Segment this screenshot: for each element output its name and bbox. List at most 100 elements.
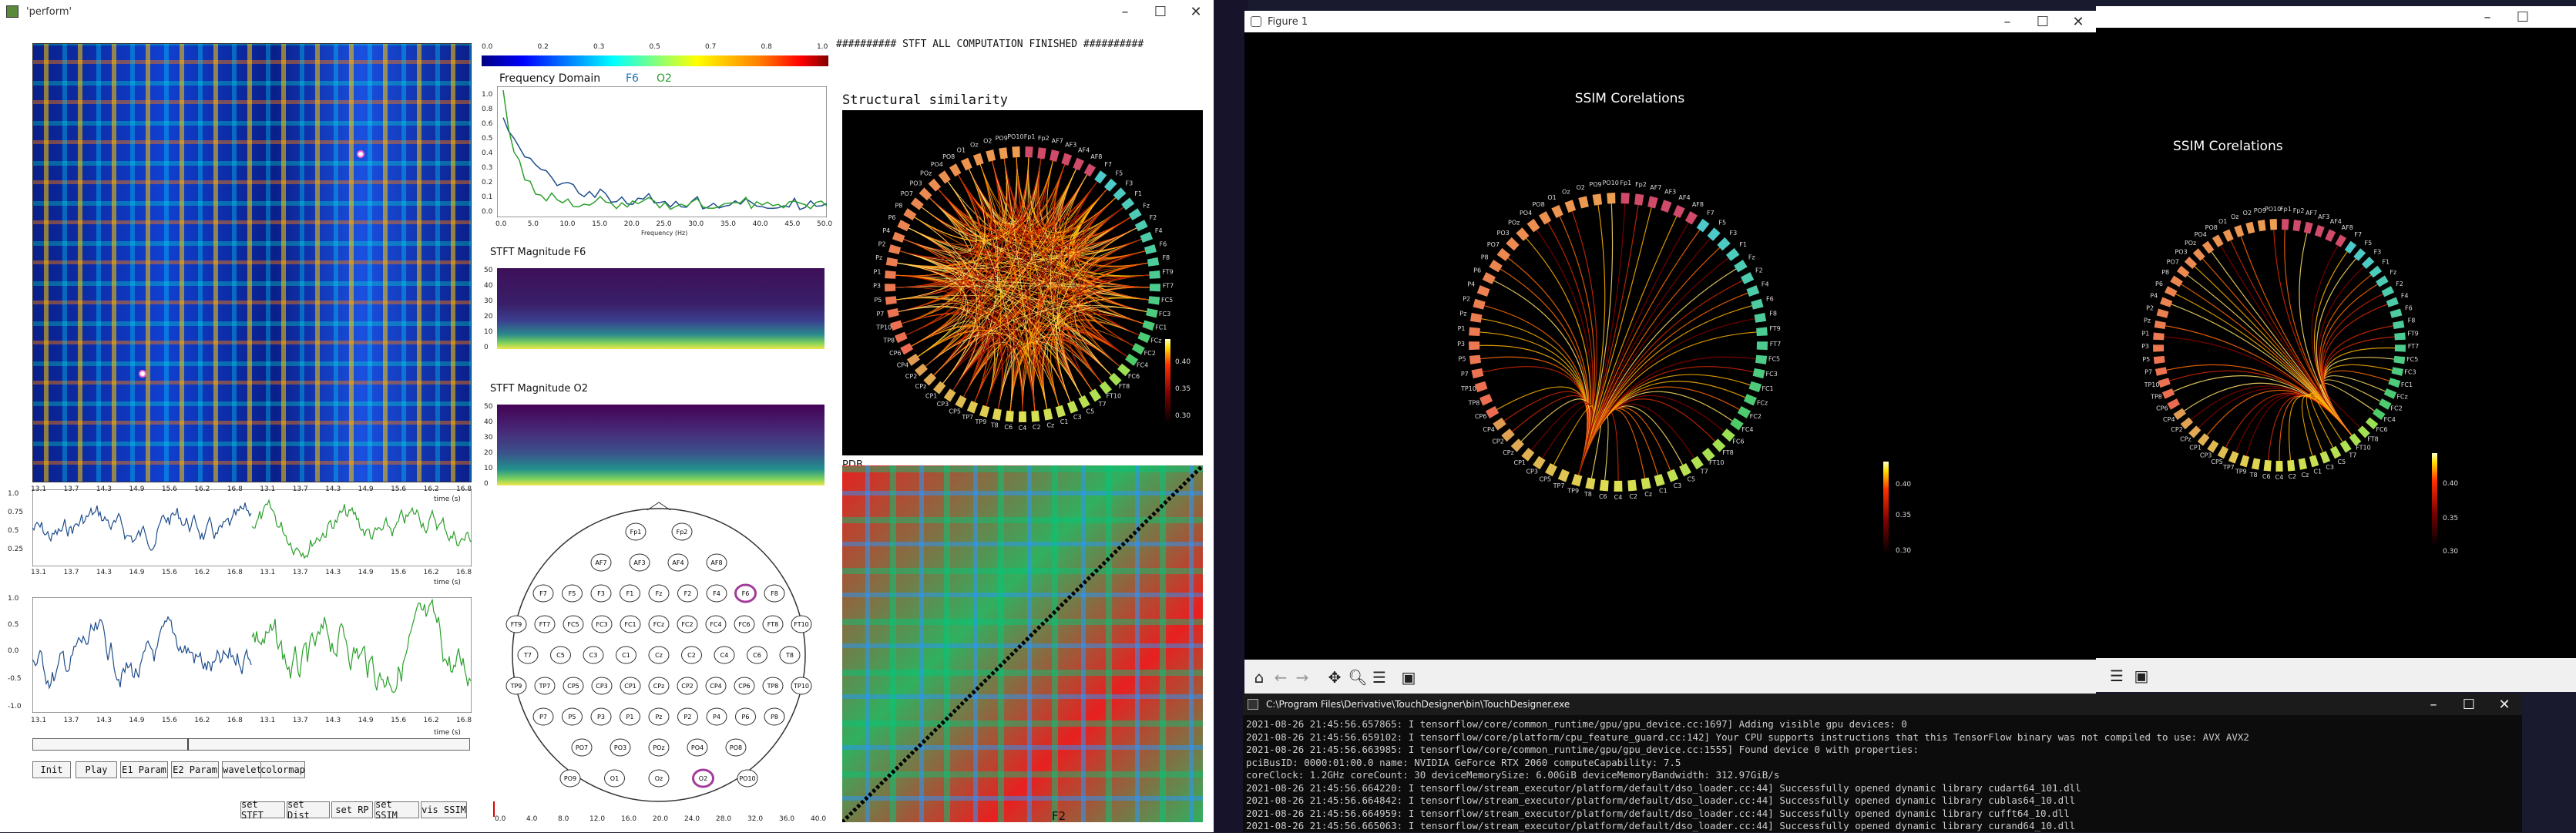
home-icon[interactable]: ⌂ (1254, 668, 1264, 687)
electrode-po8[interactable]: PO8 (725, 738, 747, 757)
electrode-tp9[interactable]: TP9 (505, 677, 527, 695)
minimize-button[interactable]: – (2484, 8, 2491, 25)
electrode-poz[interactable]: POz (648, 738, 670, 757)
colormap-button[interactable]: colormap (260, 761, 305, 778)
vis-ssim-button[interactable]: vis SSIM (421, 801, 467, 818)
electrode-p6[interactable]: P6 (735, 707, 756, 726)
electrode-p4[interactable]: P4 (706, 707, 727, 726)
electrode-f6[interactable]: F6 (734, 583, 757, 603)
minimize-button[interactable]: – (2430, 696, 2437, 713)
e2-param-button[interactable]: E2 Param (171, 761, 219, 778)
set-stft-button[interactable]: set STFT (240, 799, 285, 821)
electrode-o1[interactable]: O1 (604, 769, 625, 788)
electrode-f4[interactable]: F4 (706, 584, 727, 603)
electrode-cp6[interactable]: CP6 (734, 677, 755, 695)
electrode-p3[interactable]: P3 (590, 707, 612, 726)
electrode-c3[interactable]: C3 (583, 646, 604, 664)
electrode-p5[interactable]: P5 (562, 707, 583, 726)
electrode-c2[interactable]: C2 (681, 646, 702, 664)
electrode-f8[interactable]: F8 (764, 584, 785, 603)
electrode-p7[interactable]: P7 (532, 707, 554, 726)
electrode-f7[interactable]: F7 (532, 584, 554, 603)
electrode-tp7[interactable]: TP7 (534, 677, 556, 695)
electrode-fc6[interactable]: FC6 (734, 615, 755, 633)
electrode-fp1[interactable]: Fp1 (625, 522, 647, 541)
electrode-ft8[interactable]: FT8 (762, 615, 784, 633)
electrode-po10[interactable]: PO10 (737, 769, 758, 788)
electrode-af4[interactable]: AF4 (667, 553, 689, 572)
maximize-button[interactable]: ☐ (2036, 13, 2050, 30)
save-icon[interactable]: ▣ (1401, 668, 1416, 687)
set-dist-button[interactable]: set Dist (287, 799, 330, 821)
minimize-button[interactable]: – (1121, 3, 1129, 20)
electrode-cp5[interactable]: CP5 (563, 677, 584, 695)
electrode-c4[interactable]: C4 (714, 646, 735, 664)
electrode-fcz[interactable]: FCz (648, 615, 670, 633)
timeline-slider[interactable] (32, 738, 470, 751)
forward-icon[interactable]: → (1295, 668, 1309, 687)
electrode-c6[interactable]: C6 (747, 646, 767, 664)
electrode-fp2[interactable]: Fp2 (671, 522, 693, 541)
electrode-po7[interactable]: PO7 (571, 738, 593, 757)
electrode-fc5[interactable]: FC5 (563, 615, 584, 633)
wavelets-button[interactable]: wavelets (222, 761, 268, 778)
electrode-t8[interactable]: T8 (779, 646, 801, 664)
electrode-c5[interactable]: C5 (550, 646, 571, 664)
electrode-ft7[interactable]: FT7 (534, 615, 556, 633)
close-button[interactable]: ✕ (2072, 13, 2084, 30)
electrode-t7[interactable]: T7 (517, 646, 539, 664)
back-icon[interactable]: ← (1274, 668, 1288, 687)
electrode-o2[interactable]: O2 (692, 768, 714, 788)
set-rp-button[interactable]: set RP (331, 801, 373, 818)
electrode-cp1[interactable]: CP1 (620, 677, 641, 695)
electrode-tp8[interactable]: TP8 (762, 677, 784, 695)
electrode-p8[interactable]: P8 (764, 707, 785, 726)
electrode-fc1[interactable]: FC1 (620, 615, 641, 633)
pan-icon[interactable]: ✥ (1328, 668, 1342, 687)
electrode-tp10[interactable]: TP10 (791, 677, 812, 695)
electrode-cpz[interactable]: CPz (648, 677, 670, 695)
play-button[interactable]: Play (76, 761, 117, 778)
electrode-cp4[interactable]: CP4 (705, 677, 727, 695)
maximize-button[interactable]: ☐ (2516, 8, 2530, 25)
zoom-icon[interactable]: 🔍︎ (1348, 668, 1368, 687)
maximize-button[interactable]: ☐ (2462, 696, 2476, 713)
electrode-ft10[interactable]: FT10 (791, 615, 812, 633)
electrode-cp2[interactable]: CP2 (677, 677, 698, 695)
configure-icon[interactable]: ☰ (2110, 667, 2124, 685)
electrode-cp3[interactable]: CP3 (591, 677, 613, 695)
electrode-oz[interactable]: Oz (648, 769, 670, 788)
electrode-af8[interactable]: AF8 (706, 553, 727, 572)
slider-handle[interactable] (187, 738, 189, 751)
electrode-head-map[interactable]: Fp1 Fp2 AF7 AF3 AF4 AF8 F7 F5 F3 F1 Fz F2 F4 F6 F8 FT9 F… (501, 501, 817, 805)
electrode-p1[interactable]: P1 (620, 707, 640, 726)
electrode-fc2[interactable]: FC2 (677, 615, 698, 633)
electrode-po3[interactable]: PO3 (610, 738, 631, 757)
electrode-af3[interactable]: AF3 (629, 553, 650, 572)
configure-icon[interactable]: ☰ (1372, 668, 1386, 687)
electrode-c1[interactable]: C1 (616, 646, 636, 664)
e1-param-button[interactable]: E1 Param (120, 761, 168, 778)
electrode-f1[interactable]: F1 (620, 584, 640, 603)
init-button[interactable]: Init (32, 761, 71, 778)
electrode-p2[interactable]: P2 (677, 707, 698, 726)
electrode-cz[interactable]: Cz (648, 646, 670, 664)
electrode-f2[interactable]: F2 (677, 584, 698, 603)
save-icon[interactable]: ▣ (2134, 667, 2149, 685)
close-button[interactable]: ✕ (1190, 3, 1202, 20)
electrode-af7[interactable]: AF7 (590, 553, 612, 572)
electrode-ft9[interactable]: FT9 (505, 615, 527, 633)
minimize-button[interactable]: – (2003, 13, 2011, 30)
electrode-f3[interactable]: F3 (590, 584, 612, 603)
maximize-button[interactable]: ☐ (1154, 3, 1167, 20)
distance-matrix-heatmap[interactable] (32, 43, 472, 482)
electrode-po4[interactable]: PO4 (687, 738, 708, 757)
electrode-po9[interactable]: PO9 (559, 769, 581, 788)
electrode-fc4[interactable]: FC4 (705, 615, 727, 633)
electrode-pz[interactable]: Pz (648, 707, 670, 726)
set-ssim-button[interactable]: set SSIM (374, 799, 419, 821)
electrode-fc3[interactable]: FC3 (591, 615, 613, 633)
electrode-f5[interactable]: F5 (562, 584, 583, 603)
electrode-fz[interactable]: Fz (648, 584, 670, 603)
close-button[interactable]: ✕ (2498, 696, 2511, 713)
